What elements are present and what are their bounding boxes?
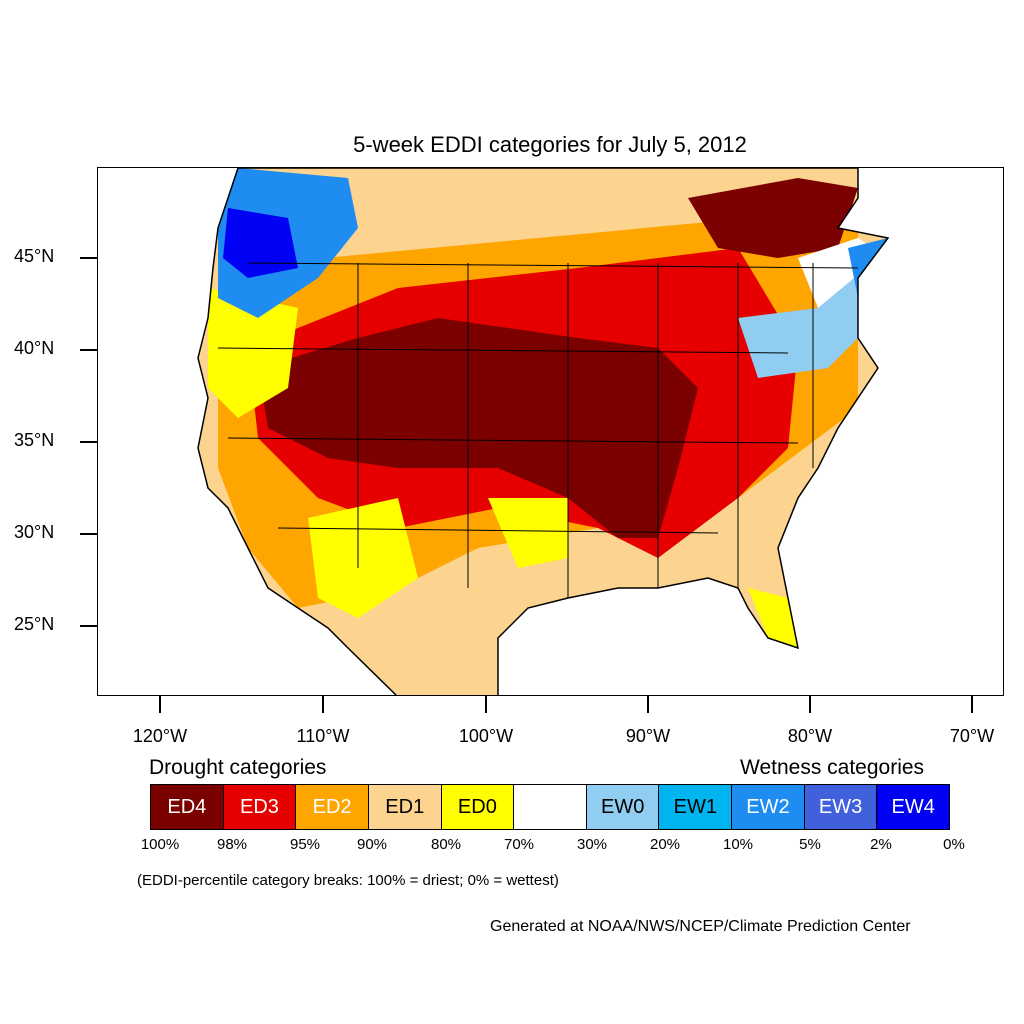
percent-break: 98% bbox=[216, 836, 248, 853]
legend-label-ew4: EW4 bbox=[891, 795, 935, 818]
percent-break: 10% bbox=[722, 836, 754, 853]
lat-label-25: 25°N bbox=[14, 614, 55, 634]
legend-label-ew0: EW0 bbox=[600, 795, 645, 818]
percent-break: 20% bbox=[649, 836, 681, 853]
lat-label-30: 30°N bbox=[14, 522, 55, 542]
lon-label-120: 120°W bbox=[132, 726, 188, 746]
legend-box-neutral bbox=[514, 785, 587, 829]
percent-break: 70% bbox=[503, 836, 535, 853]
lon-tick-80 bbox=[809, 696, 811, 713]
percent-break: 5% bbox=[799, 836, 821, 853]
ed4-zone bbox=[258, 318, 698, 538]
legend-box-ed4: ED4 bbox=[151, 785, 224, 829]
lat-tick-30 bbox=[80, 533, 97, 535]
lon-tick-90 bbox=[647, 696, 649, 713]
lat-tick-45 bbox=[80, 257, 97, 259]
drought-heading: Drought categories bbox=[149, 756, 327, 779]
legend-box-ew2: EW2 bbox=[732, 785, 805, 829]
lon-tick-70 bbox=[971, 696, 973, 713]
lon-label-80: 80°W bbox=[787, 726, 833, 746]
percent-break: 95% bbox=[289, 836, 321, 853]
legend-label-ed1: ED1 bbox=[385, 795, 425, 818]
state-line bbox=[227, 437, 799, 444]
lat-label-40: 40°N bbox=[14, 338, 55, 358]
category-breaks-note: (EDDI-percentile category breaks: 100% =… bbox=[137, 872, 559, 889]
ed0-west bbox=[208, 288, 298, 418]
ed0-florida bbox=[748, 588, 798, 648]
legend-label-ew2: EW2 bbox=[746, 795, 790, 818]
lon-label-90: 90°W bbox=[625, 726, 671, 746]
legend-label-ew3: EW3 bbox=[818, 795, 863, 818]
legend-label-ed4: ED4 bbox=[167, 795, 207, 818]
lon-tick-120 bbox=[159, 696, 161, 713]
legend-box-ed1: ED1 bbox=[368, 785, 442, 829]
legend-box-ed0: ED0 bbox=[441, 785, 515, 829]
percent-break: 100% bbox=[140, 836, 180, 853]
legend-box-ed3: ED3 bbox=[223, 785, 297, 829]
percent-break: 2% bbox=[870, 836, 892, 853]
legend-label-ed0: ED0 bbox=[457, 795, 497, 818]
lat-tick-40 bbox=[80, 349, 97, 351]
ed0-texas bbox=[488, 498, 568, 568]
percent-break: 0% bbox=[943, 836, 965, 853]
lon-tick-110 bbox=[322, 696, 324, 713]
map-title: 5-week EDDI categories for July 5, 2012 bbox=[353, 132, 747, 157]
legend-box-ew4: EW4 bbox=[877, 785, 950, 829]
eddi-map-canvas bbox=[197, 168, 890, 695]
lon-label-110: 110°W bbox=[296, 726, 350, 746]
percent-break: 80% bbox=[430, 836, 462, 853]
ew4-northwest bbox=[223, 208, 298, 278]
legend-box-ew3: EW3 bbox=[804, 785, 878, 829]
category-legend: ED4 ED3 ED2 ED1 ED0 EW0 EW1 EW2 EW3 EW4 bbox=[150, 784, 950, 830]
lon-label-70: 70°W bbox=[949, 726, 995, 746]
lat-label-35: 35°N bbox=[14, 430, 55, 450]
legend-label-ed3: ED3 bbox=[240, 795, 279, 818]
percent-break: 90% bbox=[356, 836, 388, 853]
wetness-heading: Wetness categories bbox=[740, 756, 925, 779]
legend-box-ed2: ED2 bbox=[296, 785, 369, 829]
legend-label-ew1: EW1 bbox=[673, 795, 717, 818]
legend-box-ew0: EW0 bbox=[586, 785, 660, 829]
lat-label-45: 45°N bbox=[14, 246, 55, 266]
legend-label-ed2: ED2 bbox=[312, 795, 352, 818]
credit-line: Generated at NOAA/NWS/NCEP/Climate Predi… bbox=[490, 918, 911, 935]
ed0-southwest bbox=[308, 498, 418, 618]
state-line bbox=[217, 347, 789, 354]
coastline bbox=[197, 168, 890, 695]
lat-tick-35 bbox=[80, 441, 97, 443]
state-line bbox=[247, 262, 859, 269]
lon-label-100: 100°W bbox=[458, 726, 514, 746]
legend-box-ew1: EW1 bbox=[659, 785, 733, 829]
percent-break: 30% bbox=[576, 836, 608, 853]
state-line bbox=[277, 527, 719, 534]
eddi-map bbox=[97, 167, 1004, 696]
ed4-zone-north bbox=[688, 178, 858, 258]
lat-tick-25 bbox=[80, 625, 97, 627]
lon-tick-100 bbox=[485, 696, 487, 713]
